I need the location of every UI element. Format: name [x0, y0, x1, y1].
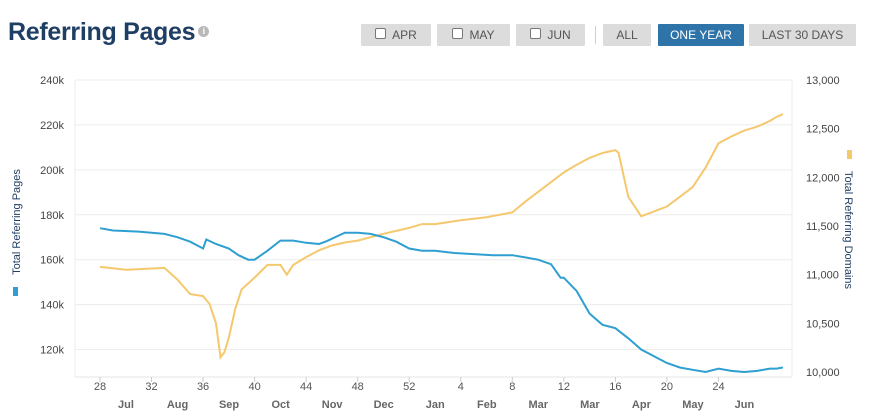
series-line-total-referring-pages — [99, 227, 784, 374]
x-month-label: Oct — [271, 399, 290, 411]
series-line-total-referring-domains — [99, 113, 784, 360]
x-month-label: Jan — [426, 399, 445, 411]
x-tick-label: 12 — [558, 381, 570, 393]
range-button-label: APR — [392, 28, 417, 42]
right-axis-label: Total Referring Domains — [842, 171, 854, 289]
left-axis-label: Total Referring Pages — [11, 169, 23, 275]
left-tick-label: 220k — [40, 120, 64, 132]
range-button-one-year[interactable]: ONE YEAR — [658, 24, 744, 46]
info-icon[interactable]: i — [198, 25, 210, 37]
x-tick-label: 8 — [509, 381, 515, 393]
x-tick-label: 40 — [248, 381, 260, 393]
left-axis-label-group: Total Referring Pages — [11, 169, 23, 275]
title-text: Referring Pages — [8, 18, 196, 46]
x-tick-label: 48 — [352, 381, 364, 393]
page-title: Referring Pages i — [8, 18, 210, 47]
range-button-apr[interactable]: APR — [361, 24, 431, 46]
left-tick-label: 160k — [40, 255, 64, 267]
grid-lines — [74, 79, 793, 377]
x-month-label: Apr — [632, 399, 652, 411]
range-button-all[interactable]: ALL — [603, 24, 651, 46]
x-month-label: Jun — [735, 399, 755, 411]
range-button-label: MAY — [469, 28, 495, 42]
left-tick-label: 140k — [40, 300, 64, 312]
left-tick-label: 200k — [40, 165, 64, 177]
right-tick-label: 13,000 — [806, 75, 840, 87]
x-month-label: Mar — [529, 399, 549, 411]
right-tick-label: 11,000 — [806, 270, 839, 282]
left-tick-label: 180k — [40, 210, 64, 222]
x-month-label: Jul — [118, 399, 134, 411]
x-axis: 28 Jul 32 Aug 36 Sep 40 Oct 44 Nov 48 Dec 52 Jan 4 Feb 8… — [75, 376, 792, 411]
range-button-may[interactable]: MAY — [437, 24, 510, 46]
x-month-label: Sep — [219, 399, 239, 411]
x-month-label: Aug — [167, 399, 188, 411]
range-button-label: ONE YEAR — [670, 28, 732, 42]
x-tick-label: 28 — [94, 381, 106, 393]
range-button-label: LAST 30 DAYS — [761, 28, 844, 42]
range-button-last-30-days[interactable]: LAST 30 DAYS — [749, 24, 856, 46]
button-divider — [595, 26, 596, 44]
x-tick-label: 36 — [197, 381, 209, 393]
right-tick-label: 12,000 — [806, 172, 840, 184]
right-tick-label: 11,500 — [806, 221, 839, 233]
x-tick-label: 16 — [609, 381, 621, 393]
range-button-jun[interactable]: JUN — [516, 24, 585, 46]
range-button-label: JUN — [547, 28, 571, 42]
x-tick-label: 44 — [300, 381, 312, 393]
right-axis-ticks: 10,000 10,500 11,000 11,500 12,000 12,500 13,0… — [806, 75, 840, 379]
x-tick-label: 24 — [712, 381, 724, 393]
x-month-label: Feb — [477, 399, 497, 411]
x-month-label: May — [682, 399, 704, 411]
checkbox-icon[interactable] — [530, 28, 542, 40]
checkbox-icon[interactable] — [375, 28, 387, 40]
x-tick-label: 20 — [661, 381, 673, 393]
left-axis-legend-swatch — [13, 287, 18, 296]
x-month-label: Nov — [322, 399, 344, 411]
left-tick-label: 240k — [40, 75, 64, 87]
checkbox-icon[interactable] — [452, 28, 464, 40]
right-tick-label: 12,500 — [806, 124, 840, 136]
range-button-label: ALL — [616, 28, 638, 42]
right-axis-label-group: Total Referring Domains — [842, 171, 854, 289]
left-tick-label: 120k — [40, 345, 64, 357]
right-axis-legend-swatch — [847, 150, 852, 159]
x-tick-label: 4 — [458, 381, 464, 393]
x-tick-label: 32 — [145, 381, 157, 393]
left-axis-ticks: 120k 140k 160k 180k 200k 220k 240k — [40, 75, 64, 357]
x-month-label: Dec — [374, 399, 394, 411]
right-tick-label: 10,500 — [806, 318, 840, 330]
x-month-label: Mar — [580, 399, 600, 411]
right-tick-label: 10,000 — [806, 367, 840, 379]
x-tick-label: 52 — [403, 381, 415, 393]
